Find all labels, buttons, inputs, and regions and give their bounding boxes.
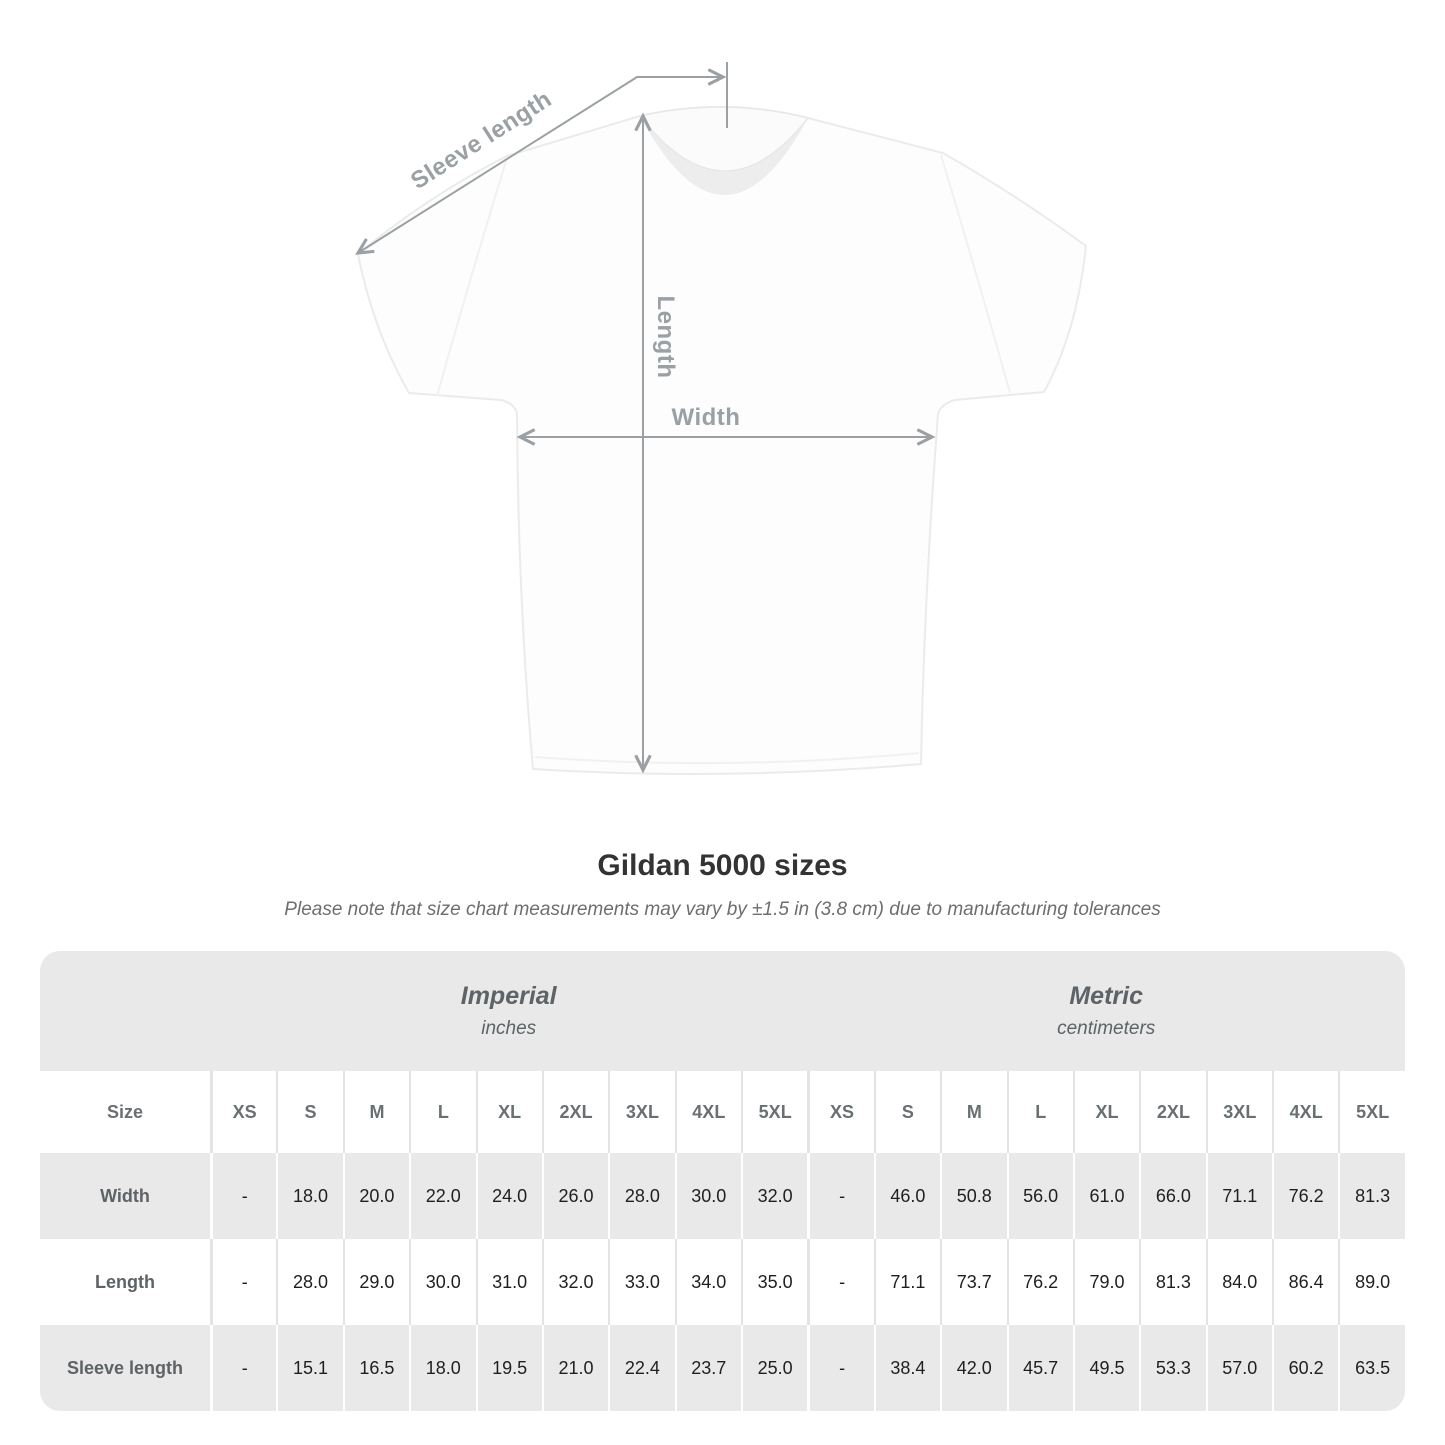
value-cell: 76.2 bbox=[1272, 1153, 1338, 1239]
unit-group-row: Imperial inches Metric centimeters bbox=[40, 951, 1405, 1071]
size-col-header: 2XL bbox=[1139, 1071, 1205, 1153]
value-cell: 29.0 bbox=[342, 1239, 409, 1325]
value-cell: - bbox=[210, 1153, 276, 1239]
measurement-row: Width -18.0 20.0 22.0 24.0 26.0 28.0 30.0 32.0-4… bbox=[40, 1153, 1405, 1239]
unit-group-title: Imperial bbox=[460, 982, 557, 1010]
value-cell: 24.0 bbox=[475, 1153, 542, 1239]
size-col-header: 2XL bbox=[541, 1071, 608, 1153]
tolerance-note: Please note that size chart measurements… bbox=[284, 899, 1161, 920]
size-col-header: M bbox=[940, 1071, 1006, 1153]
size-col-header: M bbox=[342, 1071, 409, 1153]
value-cell: 71.1 bbox=[873, 1239, 940, 1325]
page-title: Gildan 5000 sizes bbox=[597, 849, 848, 882]
value-cell: 50.8 bbox=[940, 1153, 1006, 1239]
size-col-header: XL bbox=[475, 1071, 542, 1153]
size-col-header: 4XL bbox=[1272, 1071, 1338, 1153]
value-cell: 18.0 bbox=[276, 1153, 342, 1239]
value-cell: 25.0 bbox=[741, 1325, 807, 1411]
value-cell: - bbox=[210, 1239, 276, 1325]
value-cell: 22.0 bbox=[409, 1153, 475, 1239]
value-cell: 26.0 bbox=[541, 1153, 608, 1239]
measurement-row: Sleeve length -15.1 16.5 18.0 19.5 21.0 22.4 23… bbox=[40, 1325, 1405, 1411]
value-cell: 86.4 bbox=[1272, 1239, 1338, 1325]
measurement-row: Length -28.0 29.0 30.0 31.0 32.0 33.0 34.0 35.0-… bbox=[40, 1239, 1405, 1325]
size-col-header: XS bbox=[807, 1071, 873, 1153]
value-cell: 22.4 bbox=[608, 1325, 674, 1411]
value-cell: 45.7 bbox=[1006, 1325, 1073, 1411]
size-header-label: Size bbox=[106, 1101, 144, 1122]
value-cell: 30.0 bbox=[674, 1153, 741, 1239]
value-cell: 49.5 bbox=[1072, 1325, 1139, 1411]
value-cell: 60.2 bbox=[1272, 1325, 1338, 1411]
value-cell: 33.0 bbox=[608, 1239, 674, 1325]
value-cell: 32.0 bbox=[741, 1153, 807, 1239]
value-cell: 34.0 bbox=[674, 1239, 741, 1325]
table-corner-cell bbox=[40, 951, 210, 1071]
value-cell: 79.0 bbox=[1072, 1239, 1139, 1325]
value-cell: 28.0 bbox=[608, 1153, 674, 1239]
value-cell: 46.0 bbox=[873, 1153, 940, 1239]
value-cell: 84.0 bbox=[1205, 1239, 1272, 1325]
value-cell: 28.0 bbox=[276, 1239, 342, 1325]
size-header-row: Size XS S M L XL 2XL 3XL 4XL 5XL XS S M L XL 2XL 3XL 4XL… bbox=[40, 1071, 1405, 1153]
value-cell: 66.0 bbox=[1139, 1153, 1205, 1239]
row-label: Length bbox=[95, 1271, 155, 1292]
value-cell: 35.0 bbox=[741, 1239, 807, 1325]
value-cell: 57.0 bbox=[1205, 1325, 1272, 1411]
value-cell: 76.2 bbox=[1006, 1239, 1073, 1325]
unit-group-title: Metric bbox=[1069, 982, 1143, 1010]
value-cell: 15.1 bbox=[276, 1325, 342, 1411]
unit-group-subtitle: inches bbox=[481, 1018, 537, 1039]
row-label: Sleeve length bbox=[66, 1357, 184, 1378]
value-cell: 56.0 bbox=[1006, 1153, 1073, 1239]
value-cell: 63.5 bbox=[1338, 1325, 1405, 1411]
right-armhole-seam bbox=[940, 154, 1011, 394]
size-col-header: XL bbox=[1072, 1071, 1139, 1153]
tshirt-illustration: Sleeve length Length Width bbox=[355, 62, 1088, 775]
unit-group-metric: Metric centimeters bbox=[807, 951, 1405, 1071]
size-col-header: S bbox=[873, 1071, 940, 1153]
value-cell: 18.0 bbox=[409, 1325, 475, 1411]
value-cell: 20.0 bbox=[342, 1153, 409, 1239]
size-col-header: L bbox=[1006, 1071, 1073, 1153]
value-cell: - bbox=[807, 1325, 873, 1411]
value-cell: - bbox=[807, 1239, 873, 1325]
size-col-header: L bbox=[409, 1071, 475, 1153]
size-col-header: S bbox=[276, 1071, 342, 1153]
value-cell: 23.7 bbox=[674, 1325, 741, 1411]
sleeve-length-arrow bbox=[355, 68, 727, 255]
value-cell: 16.5 bbox=[342, 1325, 409, 1411]
value-cell: 89.0 bbox=[1338, 1239, 1405, 1325]
value-cell: 73.7 bbox=[940, 1239, 1006, 1325]
unit-group-imperial: Imperial inches bbox=[210, 951, 808, 1071]
value-cell: 61.0 bbox=[1072, 1153, 1139, 1239]
size-col-header: XS bbox=[210, 1071, 276, 1153]
value-cell: - bbox=[807, 1153, 873, 1239]
value-cell: 53.3 bbox=[1139, 1325, 1205, 1411]
hem-stitch bbox=[534, 752, 920, 765]
size-col-header: 4XL bbox=[674, 1071, 741, 1153]
value-cell: 81.3 bbox=[1139, 1239, 1205, 1325]
value-cell: - bbox=[210, 1325, 276, 1411]
size-table: Imperial inches Metric centimeters Size XS S… bbox=[40, 951, 1405, 1411]
value-cell: 81.3 bbox=[1338, 1153, 1405, 1239]
length-label: Length bbox=[652, 296, 679, 379]
value-cell: 42.0 bbox=[940, 1325, 1006, 1411]
value-cell: 30.0 bbox=[409, 1239, 475, 1325]
value-cell: 32.0 bbox=[541, 1239, 608, 1325]
width-label: Width bbox=[672, 404, 741, 431]
value-cell: 19.5 bbox=[475, 1325, 542, 1411]
size-col-header: 3XL bbox=[608, 1071, 674, 1153]
size-col-header: 5XL bbox=[1338, 1071, 1405, 1153]
size-col-header: 5XL bbox=[741, 1071, 807, 1153]
unit-group-subtitle: centimeters bbox=[1057, 1018, 1156, 1039]
value-cell: 38.4 bbox=[873, 1325, 940, 1411]
size-col-header: 3XL bbox=[1205, 1071, 1272, 1153]
value-cell: 31.0 bbox=[475, 1239, 542, 1325]
value-cell: 21.0 bbox=[541, 1325, 608, 1411]
row-label: Width bbox=[100, 1185, 150, 1206]
tshirt-body bbox=[356, 106, 1088, 775]
value-cell: 71.1 bbox=[1205, 1153, 1272, 1239]
